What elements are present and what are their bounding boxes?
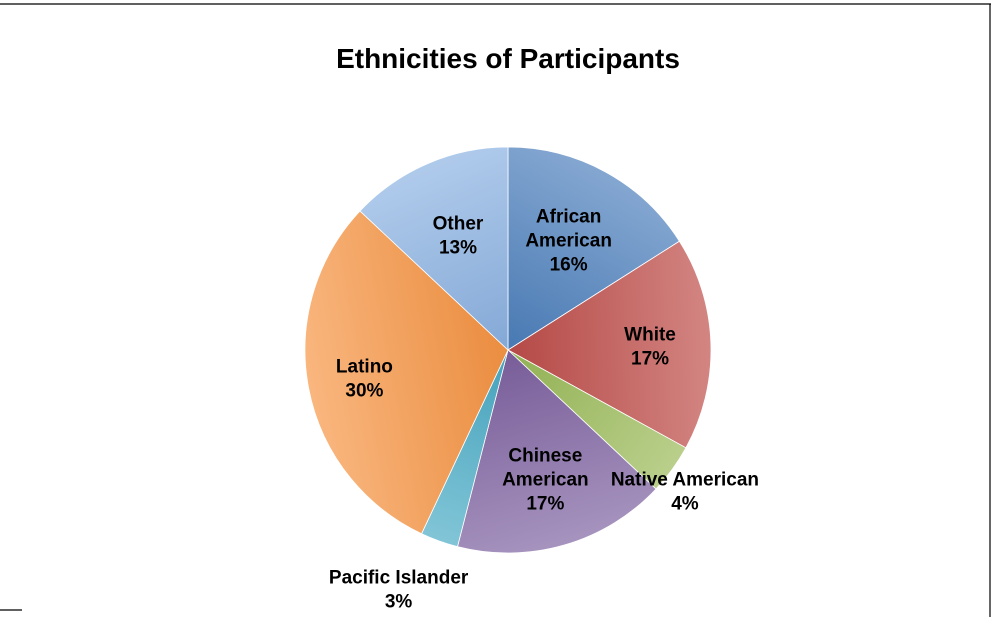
pie-label-chinese-american: Chinese American 17% [502, 446, 589, 515]
pie-labels: African American 16% White 17% Native America… [329, 207, 759, 613]
pie-label-latino: Latino 30% [336, 356, 393, 401]
pie-slice-chinese-american [457, 349, 657, 554]
pie-label-pacific-islander: Pacific Islander 3% [329, 567, 469, 612]
pie-label-white: White 17% [624, 325, 676, 370]
pie-label-other: Other 13% [433, 213, 484, 258]
pie-slice-latino [304, 210, 509, 535]
chart-title: Ethnicities of Participants [336, 43, 680, 74]
pie-slice-other [359, 146, 509, 351]
pie-slices [304, 146, 712, 554]
pie-label-african-american: African American 16% [525, 207, 612, 276]
pie-slice-white [507, 240, 712, 449]
pie-label-native-american: Native American 4% [611, 469, 759, 514]
pie-slice-african-american [507, 146, 680, 351]
